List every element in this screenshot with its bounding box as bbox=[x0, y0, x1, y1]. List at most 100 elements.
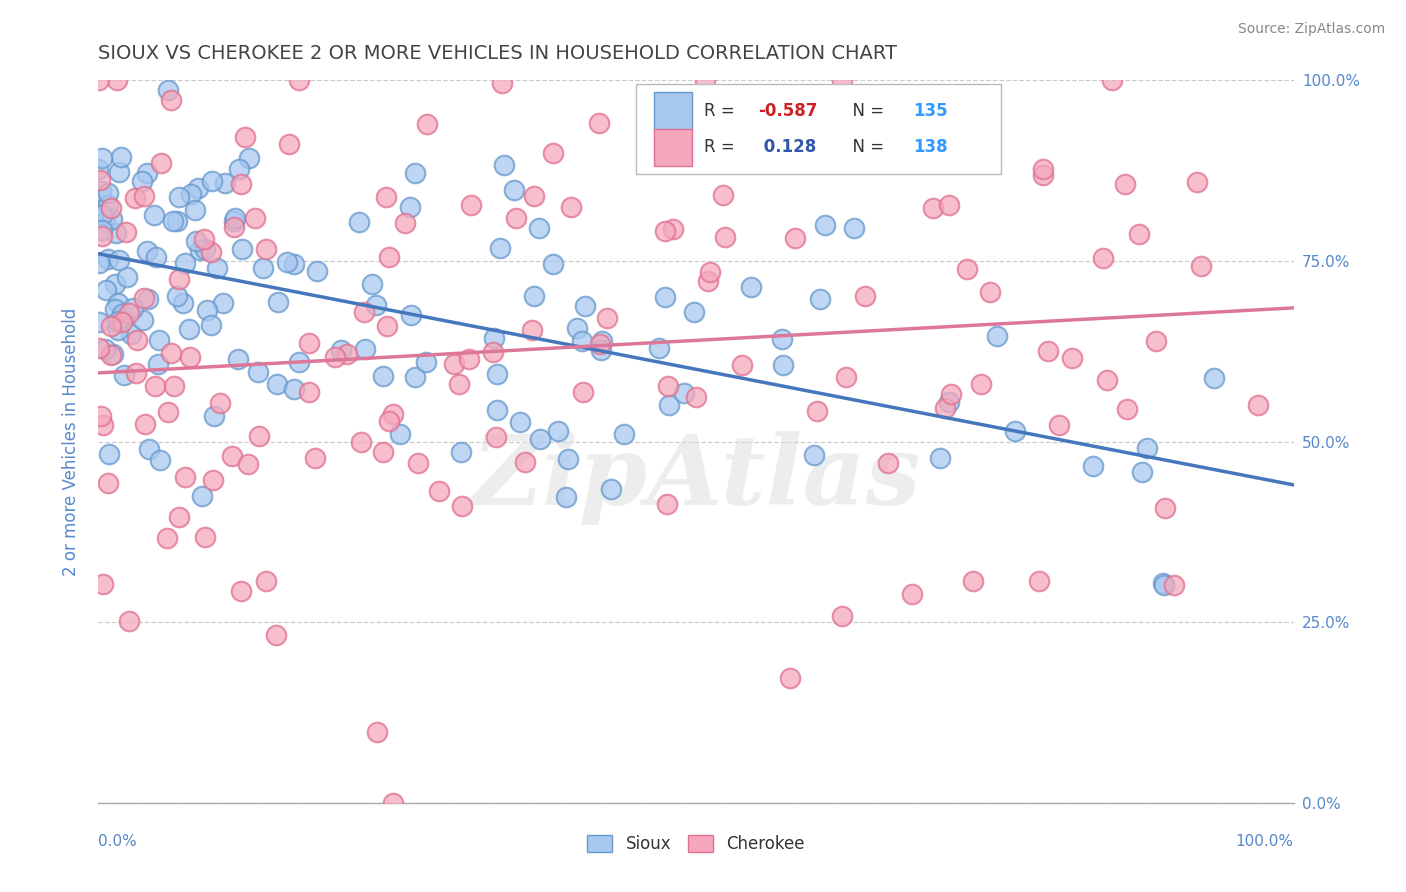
Point bbox=[595, 311, 617, 326]
Point bbox=[184, 234, 207, 248]
Point bbox=[209, 395, 232, 409]
Point bbox=[1060, 351, 1083, 365]
Point bbox=[97, 186, 120, 201]
Point bbox=[613, 426, 636, 441]
Point bbox=[560, 200, 582, 214]
Point bbox=[416, 117, 439, 131]
Point bbox=[214, 177, 236, 191]
Point bbox=[962, 574, 984, 588]
Point bbox=[711, 187, 734, 202]
Point bbox=[91, 576, 114, 591]
Point bbox=[398, 200, 420, 214]
Point bbox=[1028, 574, 1050, 589]
Point bbox=[112, 368, 135, 383]
Point bbox=[654, 224, 676, 238]
Point bbox=[166, 289, 188, 303]
Point bbox=[202, 473, 225, 487]
Point bbox=[922, 202, 945, 216]
Point bbox=[567, 321, 589, 335]
Point bbox=[205, 260, 228, 275]
Point bbox=[167, 190, 190, 204]
Point bbox=[157, 405, 180, 419]
Point bbox=[202, 409, 225, 423]
Point bbox=[571, 334, 593, 349]
Point bbox=[509, 415, 531, 429]
Point bbox=[394, 216, 416, 230]
Point bbox=[298, 384, 321, 399]
Point bbox=[283, 257, 305, 271]
Point bbox=[353, 305, 375, 319]
Text: R =: R = bbox=[704, 102, 741, 120]
Point bbox=[132, 189, 155, 203]
Point bbox=[1154, 501, 1177, 516]
Point bbox=[361, 277, 384, 291]
Point bbox=[298, 336, 321, 351]
Point bbox=[733, 150, 755, 164]
Point bbox=[177, 322, 200, 336]
Point bbox=[254, 243, 277, 257]
Point bbox=[125, 367, 148, 381]
Point bbox=[118, 306, 141, 320]
Point bbox=[288, 355, 311, 369]
Point bbox=[1032, 161, 1054, 176]
FancyBboxPatch shape bbox=[654, 128, 692, 166]
Point bbox=[877, 456, 900, 470]
Point bbox=[770, 332, 793, 346]
Point bbox=[97, 198, 120, 212]
Point bbox=[180, 186, 202, 201]
Point bbox=[127, 334, 149, 348]
Point bbox=[486, 403, 509, 417]
Point bbox=[1187, 176, 1209, 190]
Point bbox=[682, 305, 704, 319]
Point bbox=[200, 318, 222, 332]
Point bbox=[401, 308, 423, 322]
Point bbox=[98, 447, 121, 461]
Point bbox=[574, 300, 596, 314]
Point bbox=[134, 417, 156, 432]
Point bbox=[557, 451, 579, 466]
Point bbox=[714, 230, 737, 244]
Point bbox=[115, 270, 138, 285]
Point bbox=[148, 333, 170, 347]
Point bbox=[89, 315, 111, 329]
Point bbox=[450, 444, 472, 458]
Point bbox=[143, 379, 166, 393]
Point bbox=[107, 314, 129, 328]
Point bbox=[107, 164, 129, 178]
Point bbox=[150, 156, 173, 170]
Point bbox=[527, 221, 550, 235]
Point bbox=[179, 350, 201, 364]
Point bbox=[108, 252, 131, 267]
Legend: Sioux, Cherokee: Sioux, Cherokee bbox=[581, 828, 811, 860]
Point bbox=[591, 334, 613, 348]
Point bbox=[406, 457, 429, 471]
Point bbox=[224, 211, 246, 225]
Point bbox=[673, 386, 696, 401]
Point bbox=[160, 346, 183, 360]
Point bbox=[1101, 73, 1123, 87]
Point bbox=[124, 191, 146, 205]
Point bbox=[224, 220, 246, 235]
Point bbox=[589, 343, 612, 357]
Point bbox=[166, 213, 188, 227]
Point bbox=[828, 112, 851, 126]
Point bbox=[685, 390, 707, 404]
Point bbox=[831, 609, 853, 624]
Point bbox=[89, 205, 111, 219]
Point bbox=[136, 244, 159, 258]
Point bbox=[513, 455, 536, 469]
Point bbox=[1189, 259, 1212, 273]
Point bbox=[110, 150, 132, 164]
Point bbox=[90, 208, 112, 222]
Point bbox=[375, 190, 398, 204]
Text: R =: R = bbox=[704, 138, 741, 156]
Point bbox=[107, 323, 129, 337]
Point bbox=[90, 184, 112, 198]
Point bbox=[347, 215, 370, 229]
Point bbox=[191, 489, 214, 503]
Text: Source: ZipAtlas.com: Source: ZipAtlas.com bbox=[1237, 22, 1385, 37]
Point bbox=[120, 327, 142, 342]
Point bbox=[366, 724, 388, 739]
Point bbox=[307, 264, 329, 278]
Point bbox=[938, 198, 960, 212]
